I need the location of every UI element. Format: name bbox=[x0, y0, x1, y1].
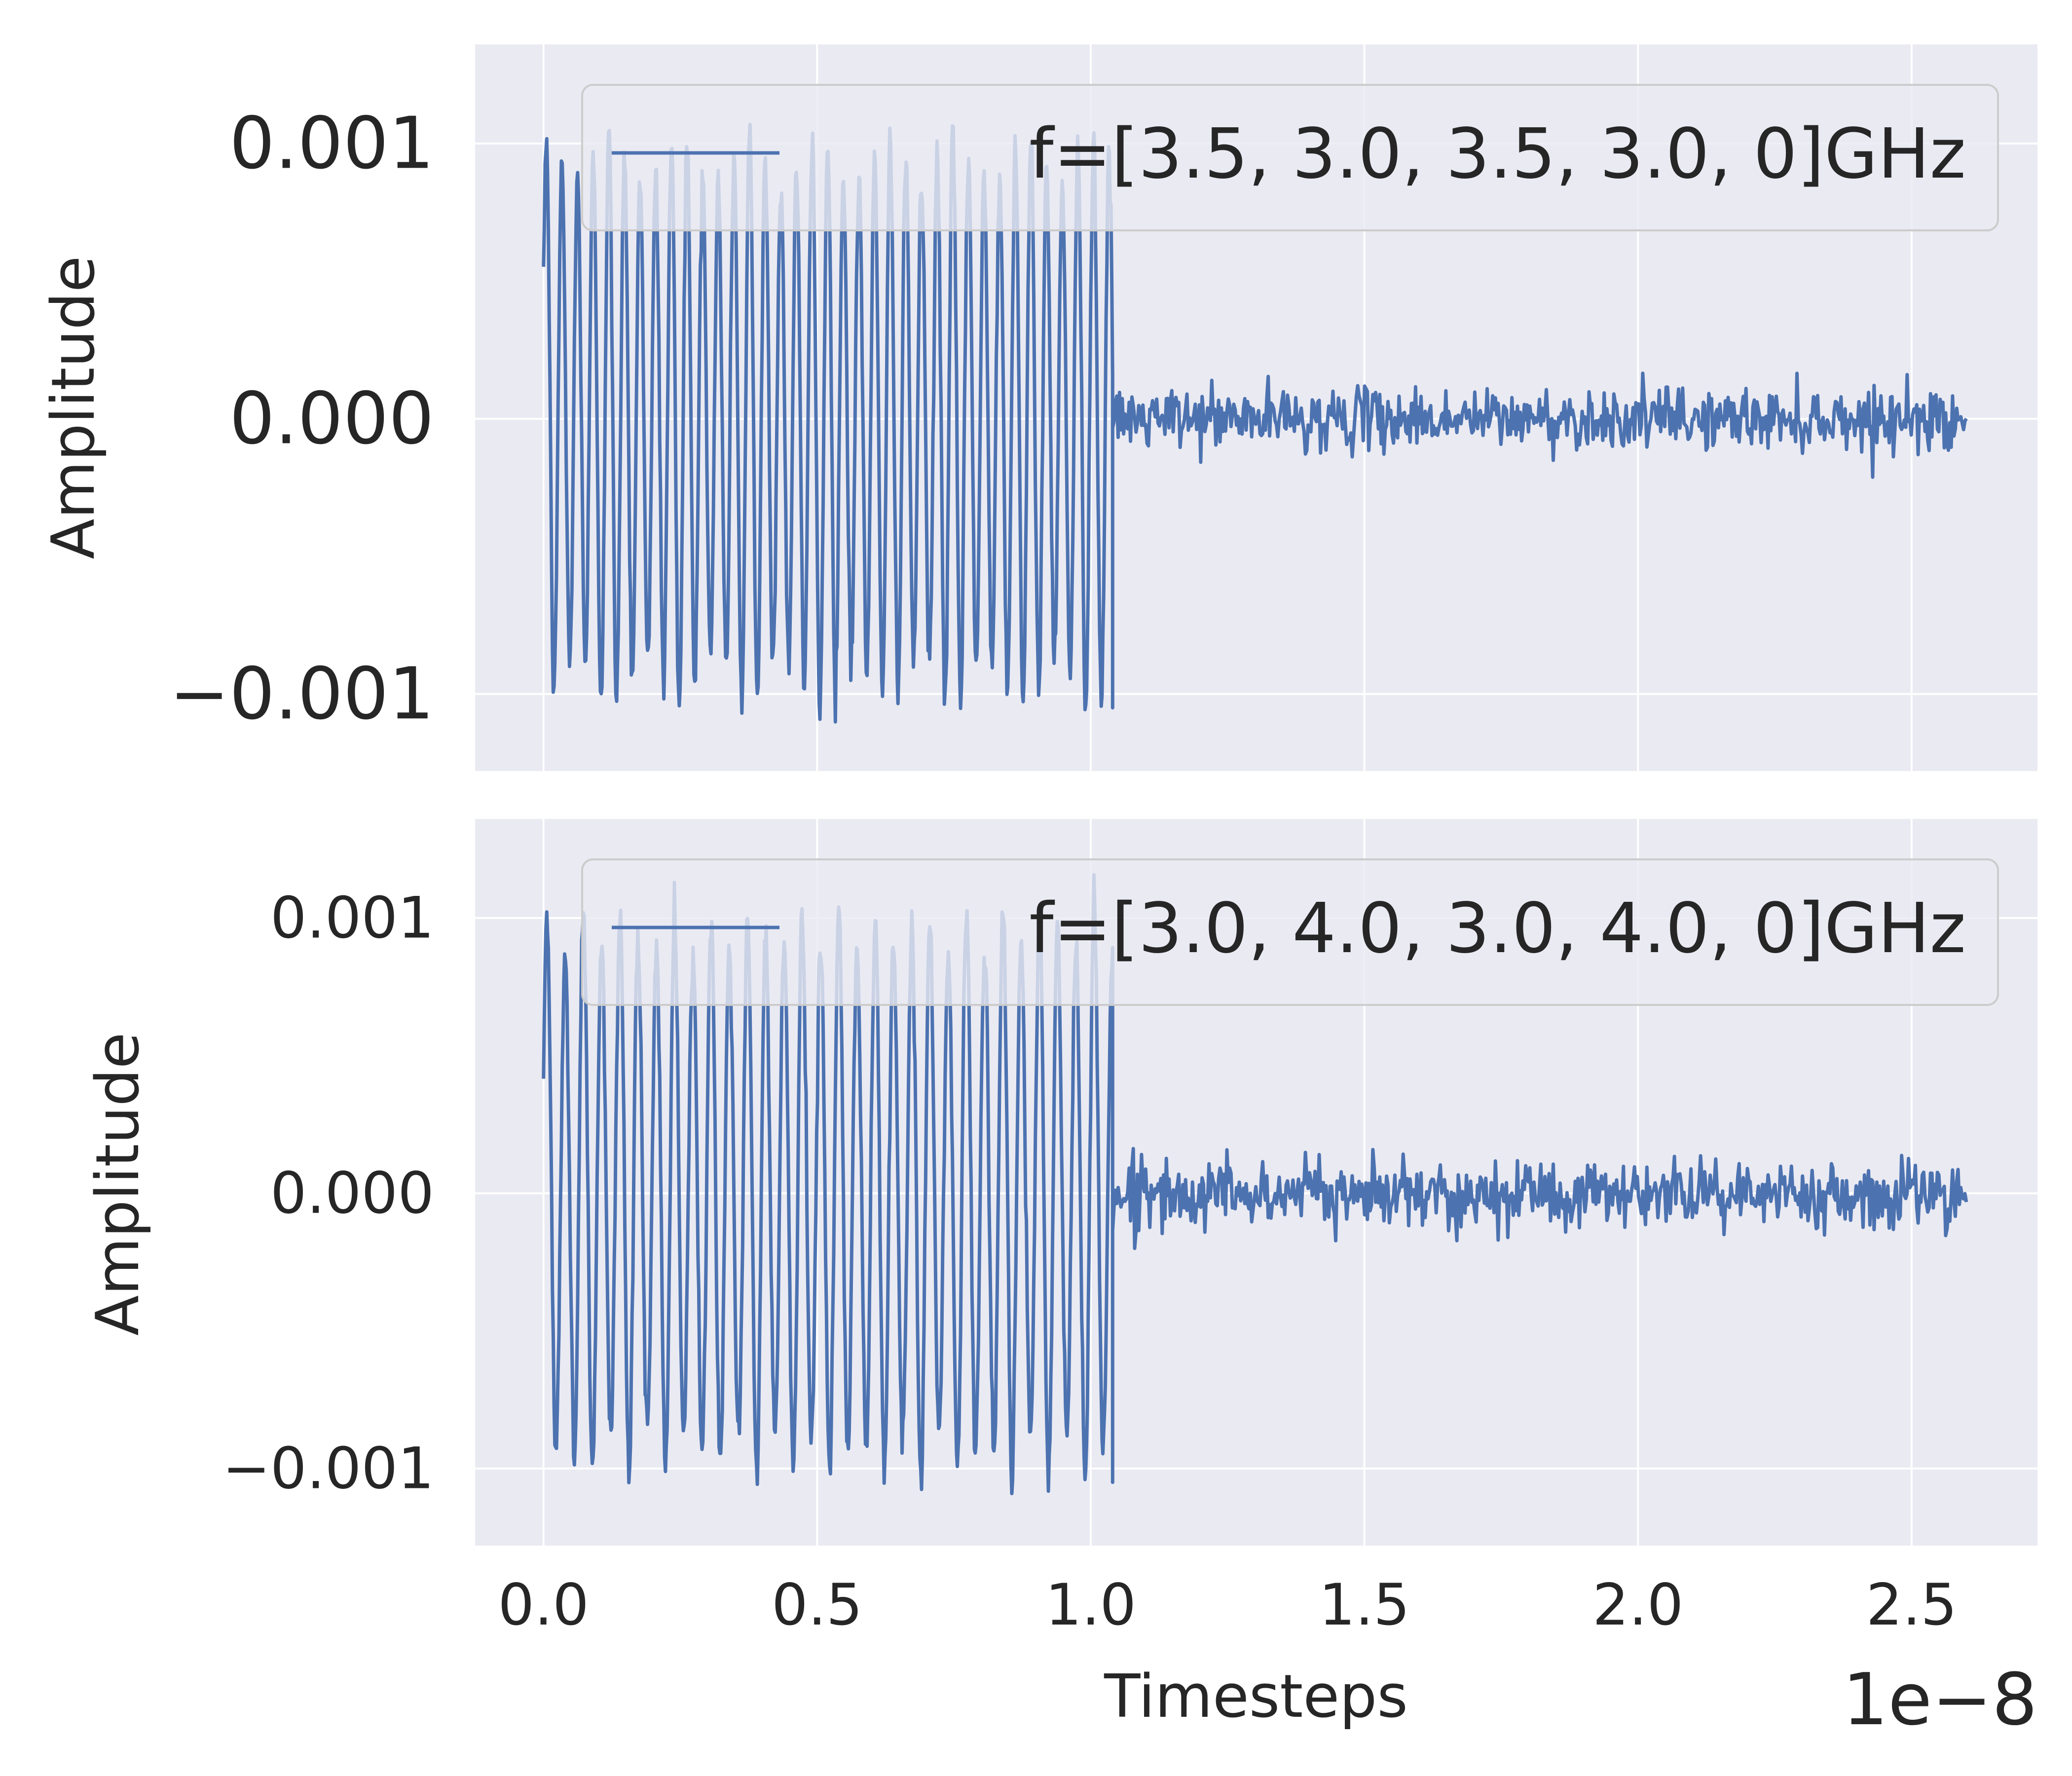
x-axis-offset-text: 1e−8 bbox=[1843, 1658, 2037, 1741]
y-tick-label: 0.001 bbox=[270, 885, 434, 951]
legend-label-bottom: f=[3.0, 4.0, 3.0, 4.0, 0]GHz bbox=[1029, 888, 1966, 969]
x-tick-label: 1.5 bbox=[1319, 1572, 1409, 1638]
x-tick-label: 2.0 bbox=[1592, 1572, 1683, 1638]
y-tick-label: 0.000 bbox=[270, 1160, 434, 1226]
x-tick-label: 0.5 bbox=[772, 1572, 862, 1638]
legend-box-top bbox=[581, 84, 1999, 231]
y-tick-labels-bottom: −0.001 0.000 0.001 bbox=[222, 885, 434, 1502]
x-tick-label: 1.0 bbox=[1045, 1572, 1136, 1638]
y-tick-label: 0.001 bbox=[229, 102, 434, 185]
x-tick-labels-bottom: 0.0 0.5 1.0 1.5 2.0 2.5 bbox=[498, 1572, 1957, 1638]
x-tick-label: 0.0 bbox=[498, 1572, 589, 1638]
y-tick-label: 0.000 bbox=[229, 377, 434, 460]
y-tick-label: −0.001 bbox=[169, 652, 434, 736]
panel-top: −0.001 0.000 0.001 Amplitude f=[3.5, 3.0, … bbox=[39, 44, 2037, 771]
y-tick-labels-top: −0.001 0.000 0.001 bbox=[169, 102, 434, 736]
legend-bottom: f=[3.0, 4.0, 3.0, 4.0, 0]GHz bbox=[581, 858, 1999, 1006]
legend-box-bottom bbox=[581, 858, 1999, 1006]
legend-label-top: f=[3.5, 3.0, 3.5, 3.0, 0]GHz bbox=[1029, 114, 1966, 194]
x-tick-label: 2.5 bbox=[1866, 1572, 1957, 1638]
series-line-bottom bbox=[542, 873, 1968, 1495]
y-tick-label: −0.001 bbox=[222, 1435, 434, 1502]
x-axis-label: Timesteps bbox=[1104, 1663, 1408, 1731]
legend-top: f=[3.5, 3.0, 3.5, 3.0, 0]GHz bbox=[581, 84, 1999, 231]
y-axis-label-bottom: Amplitude bbox=[84, 1033, 152, 1336]
panel-bottom: −0.001 0.000 0.001 0.0 0.5 1.0 1.5 2.0 2.5 Ampl… bbox=[84, 819, 2037, 1741]
series-line-top bbox=[542, 122, 1968, 724]
y-axis-label-top: Amplitude bbox=[39, 256, 108, 559]
